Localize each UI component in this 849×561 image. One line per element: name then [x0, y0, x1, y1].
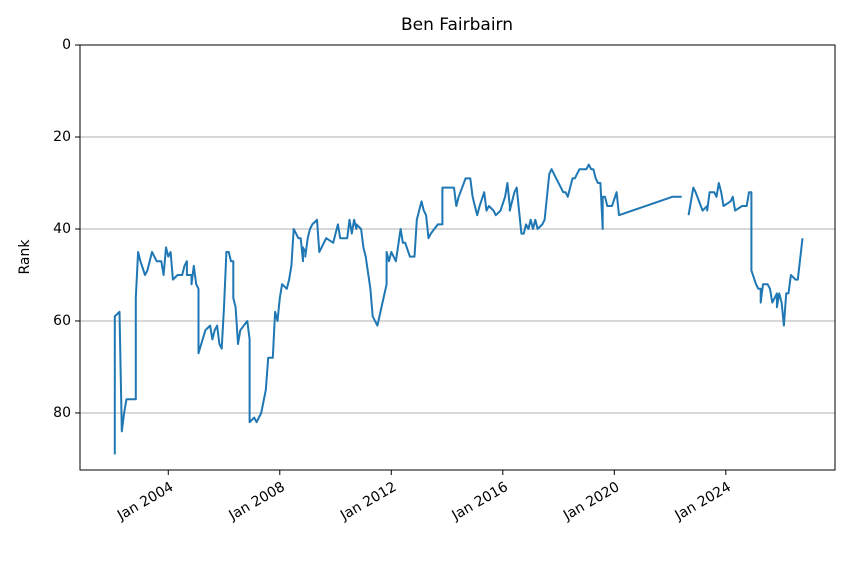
x-tick-label: Jan 2016 [449, 479, 511, 524]
data-line [113, 163, 804, 455]
x-tick-label: Jan 2008 [226, 479, 288, 524]
x-tick-label: Jan 2004 [114, 479, 176, 524]
y-tick-label: 40 [53, 221, 71, 237]
y-tick-label: 60 [53, 313, 71, 329]
x-tick-label: Jan 2020 [560, 479, 622, 524]
y-tick-label: 20 [53, 129, 71, 145]
plot-frame [79, 44, 836, 471]
y-tick-label: 80 [53, 405, 71, 421]
y-axis-label: Rank [17, 239, 33, 275]
x-tick-label: Jan 2012 [337, 479, 399, 524]
y-tick-label: 0 [62, 37, 71, 53]
chart-title: Ben Fairbairn [401, 15, 513, 35]
x-tick-label: Jan 2024 [672, 479, 734, 524]
